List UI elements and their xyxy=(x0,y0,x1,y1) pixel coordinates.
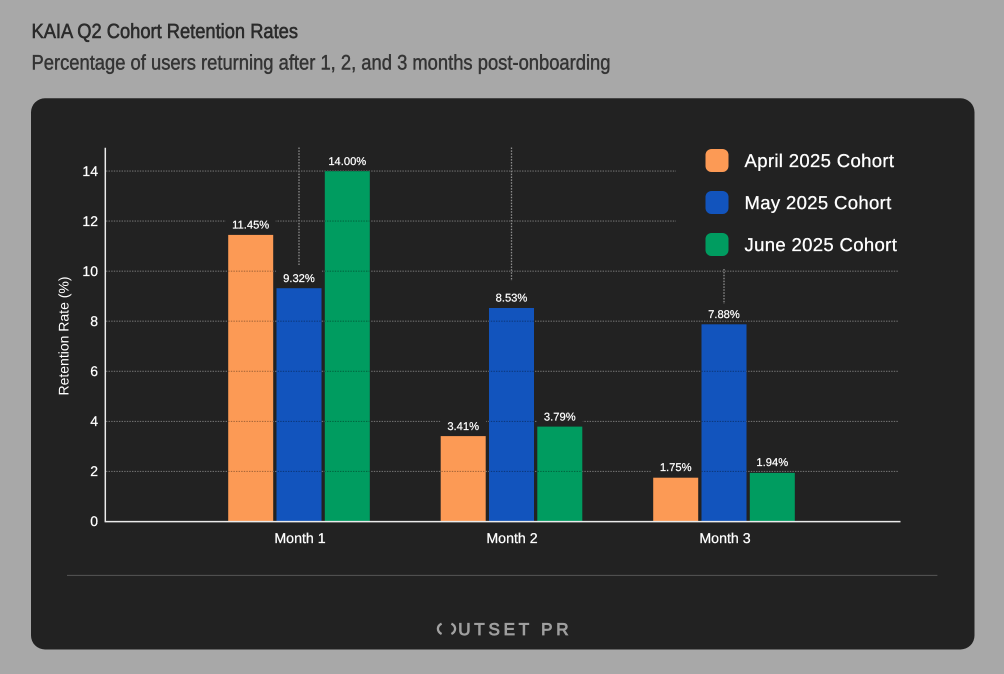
svg-text:April 2025 Cohort: April 2025 Cohort xyxy=(745,150,895,171)
svg-text:2: 2 xyxy=(90,463,98,479)
svg-text:14: 14 xyxy=(82,163,98,179)
svg-text:0: 0 xyxy=(90,513,98,529)
svg-text:12: 12 xyxy=(82,213,98,229)
svg-text:8: 8 xyxy=(90,313,98,329)
svg-text:4: 4 xyxy=(90,413,98,429)
svg-text:8.53%: 8.53% xyxy=(496,293,528,305)
svg-text:Month 2: Month 2 xyxy=(486,531,537,547)
svg-text:9.32%: 9.32% xyxy=(283,273,315,285)
svg-text:Month 3: Month 3 xyxy=(699,531,750,547)
svg-text:3.79%: 3.79% xyxy=(544,411,576,423)
svg-text:6: 6 xyxy=(90,363,98,379)
svg-text:May 2025 Cohort: May 2025 Cohort xyxy=(745,192,892,213)
svg-text:UTSET PR: UTSET PR xyxy=(458,620,572,639)
svg-text:KAIA Q2 Cohort Retention Rates: KAIA Q2 Cohort Retention Rates xyxy=(32,20,299,43)
svg-text:14.00%: 14.00% xyxy=(328,156,366,168)
svg-text:1.75%: 1.75% xyxy=(660,462,692,474)
svg-text:11.45%: 11.45% xyxy=(232,220,269,232)
svg-text:1.94%: 1.94% xyxy=(756,457,788,469)
svg-text:Percentage of users returning: Percentage of users returning after 1, 2… xyxy=(32,52,611,75)
svg-text:10: 10 xyxy=(82,263,98,279)
svg-text:3.41%: 3.41% xyxy=(447,421,479,433)
svg-text:Retention Rate (%): Retention Rate (%) xyxy=(55,276,71,395)
svg-text:Month 1: Month 1 xyxy=(274,531,325,547)
svg-text:7.88%: 7.88% xyxy=(708,309,740,321)
svg-text:June 2025 Cohort: June 2025 Cohort xyxy=(745,234,898,255)
